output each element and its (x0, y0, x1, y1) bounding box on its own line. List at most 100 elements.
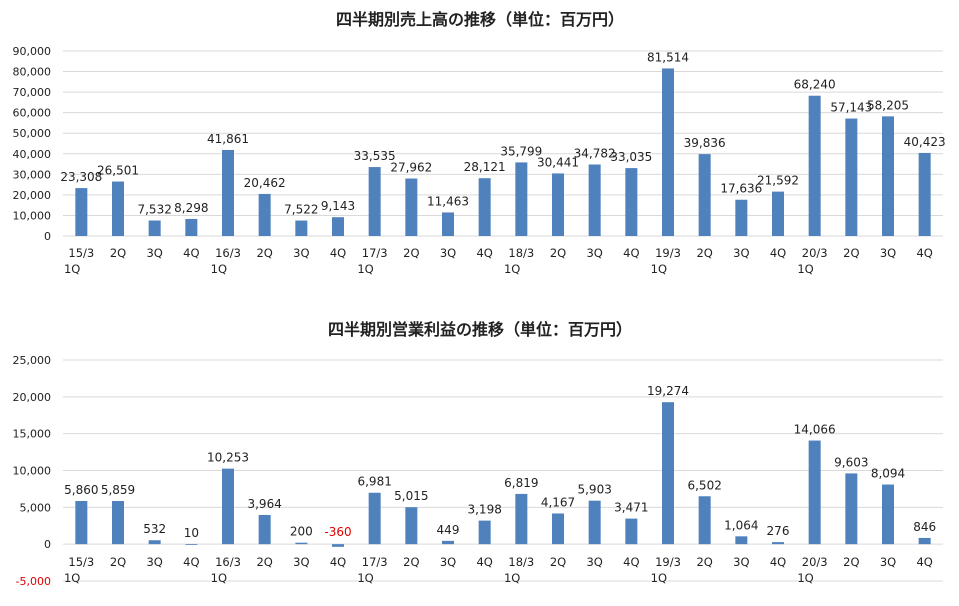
sales-x-labels: 15/3 1Q 2Q 3Q 4Q 16/3 1Q 2Q 3Q 4Q 17/3 1Q 2Q 3Q 4Q 18/3… (64, 246, 933, 276)
sales-data-label: 41,861 (207, 132, 249, 146)
profit-bar (185, 544, 198, 545)
profit-y-tick-label: 5,000 (20, 501, 52, 514)
profit-y-tick-label: 0 (44, 538, 51, 551)
profit-x-tick-label: 1Q (651, 571, 667, 585)
profit-bar (332, 544, 344, 547)
sales-data-label: 40,423 (904, 135, 946, 149)
profit-x-labels: 15/3 1Q 2Q 3Q 4Q 16/3 1Q 2Q 3Q 4Q 17/3 1Q 2Q 3Q 4Q 18/3… (64, 555, 933, 585)
sales-bar (808, 95, 821, 237)
sales-x-tick-label: 16/3 (215, 246, 241, 260)
profit-bar (588, 500, 601, 545)
profit-data-label: 5,903 (577, 483, 611, 497)
profit-x-tick-label: 17/3 (362, 555, 388, 569)
sales-x-tick-label: 20/3 (802, 246, 828, 260)
sales-y-tick-label: 40,000 (13, 148, 52, 161)
profit-data-label: 532 (143, 522, 166, 536)
sales-y-tick-label: 60,000 (13, 107, 52, 120)
profit-bar (882, 484, 894, 545)
profit-x-tick-label: 2Q (550, 555, 566, 569)
sales-bar (625, 168, 638, 236)
profit-x-tick-label: 2Q (256, 555, 272, 569)
profit-x-tick-label: 1Q (211, 571, 227, 585)
sales-x-tick-label: 2Q (843, 246, 859, 260)
profit-x-tick-label: 2Q (110, 555, 126, 569)
profit-data-label: 5,860 (64, 483, 98, 497)
sales-grid (63, 50, 943, 237)
profit-bar (808, 440, 821, 545)
profit-grid (63, 359, 943, 582)
profit-data-label: 846 (913, 520, 936, 534)
profit-x-tick-label: 3Q (293, 555, 309, 569)
profit-x-tick-label: 16/3 (215, 555, 241, 569)
profit-bar (918, 537, 931, 545)
sales-x-tick-label: 4Q (330, 246, 346, 260)
sales-y-tick-label: 0 (44, 230, 51, 243)
sales-y-ticks: 0 10,000 20,000 30,000 40,000 50,000 60,000 70,… (13, 45, 52, 243)
sales-bar (148, 220, 161, 236)
profit-x-tick-label: 4Q (770, 555, 786, 569)
profit-x-tick-label: 3Q (733, 555, 749, 569)
profit-x-tick-label: 4Q (183, 555, 199, 569)
sales-data-label: 68,240 (794, 78, 836, 92)
profit-y-tick-label: 25,000 (13, 354, 52, 367)
sales-x-tick-label: 4Q (770, 246, 786, 260)
profit-x-tick-label: 3Q (440, 555, 456, 569)
sales-data-label: 30,441 (537, 155, 579, 169)
profit-x-tick-label: 18/3 (508, 555, 534, 569)
profit-data-label: 5,859 (101, 483, 135, 497)
sales-x-tick-label: 2Q (110, 246, 126, 260)
sales-bar (295, 220, 308, 236)
sales-x-tick-label: 1Q (504, 262, 520, 276)
sales-bar (185, 218, 198, 236)
profit-x-tick-label: 1Q (504, 571, 520, 585)
sales-data-label: 33,535 (354, 149, 396, 163)
profit-bar (222, 468, 234, 545)
sales-x-tick-label: 3Q (586, 246, 602, 260)
sales-y-tick-label: 50,000 (13, 127, 52, 140)
profit-bar (75, 500, 88, 545)
sales-x-tick-label: 2Q (256, 246, 272, 260)
sales-y-tick-label: 70,000 (13, 86, 52, 99)
sales-data-label: 7,532 (137, 203, 171, 217)
sales-x-tick-label: 1Q (357, 262, 373, 276)
profit-data-label: 3,198 (467, 503, 501, 517)
profit-bar (552, 513, 564, 545)
sales-y-tick-label: 80,000 (13, 66, 52, 79)
sales-bar (918, 152, 931, 236)
sales-data-label: 26,501 (97, 164, 139, 178)
sales-data-label: 8,298 (174, 201, 208, 215)
sales-bar (258, 193, 271, 236)
profit-x-tick-label: 1Q (357, 571, 373, 585)
profit-x-tick-label: 3Q (146, 555, 162, 569)
profit-data-label: 449 (437, 523, 460, 537)
profit-bar (735, 536, 748, 545)
profit-data-label: 6,502 (687, 478, 721, 492)
profit-data-label: 5,015 (394, 489, 428, 503)
profit-x-tick-label: 3Q (880, 555, 896, 569)
sales-data-label: 11,463 (427, 194, 469, 208)
sales-y-tick-label: 90,000 (13, 45, 52, 58)
sales-bar (772, 191, 784, 236)
sales-data-label: 58,205 (867, 98, 909, 112)
sales-y-tick-label: 10,000 (13, 209, 52, 222)
sales-bar (442, 212, 454, 236)
profit-data-label: 6,819 (504, 476, 538, 490)
profit-data-label: 9,603 (834, 455, 868, 469)
profit-x-tick-label: 2Q (843, 555, 859, 569)
sales-bar (222, 149, 234, 236)
sales-x-tick-label: 19/3 (655, 246, 681, 260)
sales-bar (552, 173, 564, 236)
sales-x-tick-label: 1Q (797, 262, 813, 276)
profit-data-label: 276 (767, 524, 790, 538)
sales-bar (882, 116, 894, 236)
profit-data-label: 10,253 (207, 451, 249, 465)
sales-x-tick-label: 3Q (293, 246, 309, 260)
sales-x-tick-label: 15/3 (68, 246, 94, 260)
profit-data-label: 3,964 (247, 497, 281, 511)
profit-data-label: 6,981 (357, 475, 391, 489)
profit-x-tick-label: 4Q (476, 555, 492, 569)
sales-bar (478, 178, 491, 236)
profit-bar (625, 518, 638, 545)
